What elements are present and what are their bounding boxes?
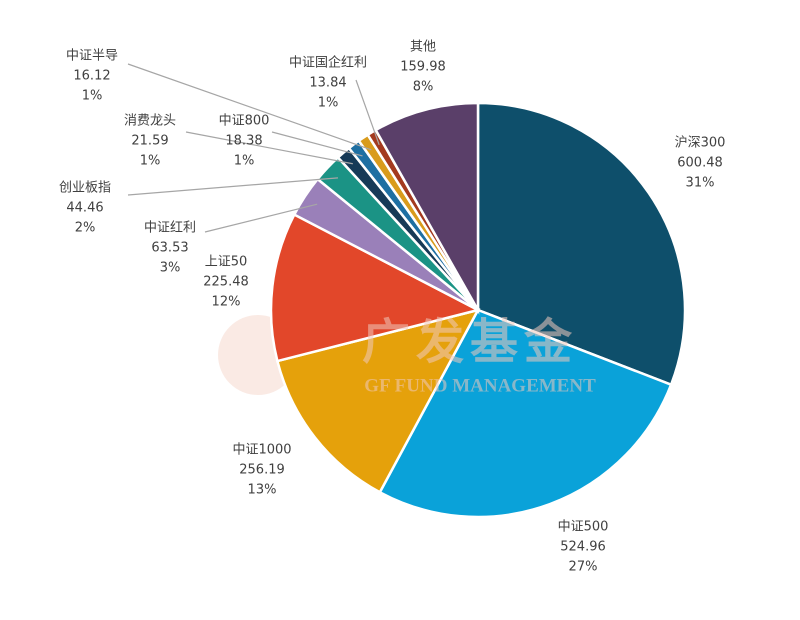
value-label: 159.98 — [400, 60, 446, 75]
category-label: 中证1000 — [232, 443, 291, 458]
value-label: 256.19 — [239, 463, 285, 478]
category-label: 消费龙头 — [124, 114, 176, 129]
category-label: 沪深300 — [675, 135, 726, 151]
leader-line — [185, 131, 353, 165]
category-label: 中证红利 — [144, 220, 196, 236]
category-label: 中证800 — [219, 114, 270, 129]
pie-slice — [374, 101, 480, 315]
category-label: 上证50 — [205, 255, 248, 270]
value-label: 13.84 — [309, 76, 346, 91]
value-label: 225.48 — [203, 275, 249, 290]
leader-line — [127, 63, 372, 151]
category-label: 创业板指 — [59, 181, 111, 196]
leader-line — [204, 203, 318, 233]
percent-label: 2% — [75, 221, 96, 236]
watermark-text: 广发基金 — [362, 314, 578, 370]
leader-line — [127, 177, 339, 196]
percent-label: 3% — [160, 261, 181, 276]
leader-line — [355, 79, 380, 146]
percent-label: 13% — [248, 483, 277, 498]
pie-slice — [269, 212, 482, 363]
percent-label: 1% — [234, 154, 255, 169]
percent-label: 12% — [212, 295, 241, 310]
value-label: 16.12 — [73, 69, 110, 84]
value-label: 44.46 — [66, 201, 103, 216]
pie-slice — [476, 101, 687, 387]
value-label: 524.96 — [560, 540, 606, 555]
watermark-text: GF FUND MANAGEMENT — [364, 375, 596, 396]
value-label: 21.59 — [131, 134, 168, 149]
category-label: 中证国企红利 — [289, 55, 367, 71]
percent-label: 1% — [82, 89, 103, 104]
value-label: 18.38 — [225, 134, 262, 149]
value-label: 63.53 — [151, 241, 188, 256]
percent-label: 8% — [413, 80, 434, 95]
percent-label: 27% — [569, 560, 598, 575]
category-label: 中证半导 — [66, 49, 118, 64]
value-label: 600.48 — [677, 156, 723, 171]
category-label: 其他 — [410, 40, 436, 55]
pie-slice — [275, 308, 481, 494]
percent-label: 31% — [686, 176, 715, 191]
leader-line — [271, 131, 363, 157]
category-label: 中证500 — [558, 520, 609, 535]
percent-label: 1% — [318, 96, 339, 111]
percent-label: 1% — [140, 154, 161, 169]
pie-slice — [378, 308, 673, 519]
